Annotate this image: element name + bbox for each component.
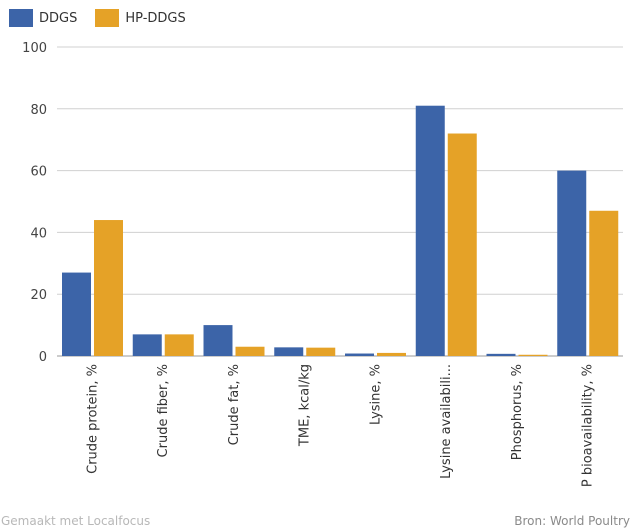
bar-hp-ddgs-3: [306, 347, 336, 356]
bar-hp-ddgs-6: [518, 354, 548, 356]
bar-ddgs-2: [203, 325, 233, 356]
bar-ddgs-5: [415, 105, 445, 357]
footer-credit[interactable]: Gemaakt met Localfocus: [1, 514, 151, 528]
x-tick-label-3: TME, kcal/kg: [298, 364, 313, 447]
x-tick-label-7: P bioavailability, %: [581, 364, 596, 487]
x-tick-label-0: Crude protein, %: [85, 364, 100, 474]
y-tick-label-60: 60: [30, 165, 47, 180]
bar-ddgs-1: [132, 334, 162, 356]
y-tick-label-100: 100: [22, 41, 47, 56]
footer-source: Bron: World Poultry: [514, 514, 630, 528]
bar-hp-ddgs-2: [235, 346, 265, 356]
legend-swatch-hp-ddgs: [95, 9, 120, 27]
y-tick-label-20: 20: [30, 288, 47, 303]
bar-hp-ddgs-4: [377, 352, 406, 356]
legend-label-ddgs: DDGS: [39, 10, 78, 26]
x-tick-label-4: Lysine, %: [368, 364, 383, 425]
bar-ddgs-7: [557, 170, 587, 356]
bar-ddgs-6: [486, 353, 516, 356]
x-tick-label-1: Crude fiber, %: [156, 364, 171, 457]
y-tick-label-80: 80: [30, 103, 47, 118]
bar-hp-ddgs-7: [589, 210, 619, 356]
x-tick-label-6: Phosphorus, %: [510, 364, 525, 460]
y-tick-label-0: 0: [39, 350, 47, 365]
legend-item-hp-ddgs[interactable]: HP-DDGS: [95, 9, 186, 27]
bar-hp-ddgs-0: [94, 220, 123, 356]
bar-ddgs-0: [62, 272, 91, 356]
legend-label-hp-ddgs: HP-DDGS: [125, 10, 186, 26]
bar-ddgs-4: [345, 353, 374, 356]
legend: DDGS HP-DDGS: [9, 9, 204, 27]
x-tick-label-5: Lysine availabili...: [439, 364, 454, 479]
y-tick-label-40: 40: [30, 226, 47, 241]
bar-hp-ddgs-1: [164, 334, 194, 356]
legend-swatch-ddgs: [9, 9, 33, 27]
legend-item-ddgs[interactable]: DDGS: [9, 9, 77, 27]
bar-ddgs-3: [274, 347, 304, 356]
x-tick-label-2: Crude fat, %: [227, 364, 242, 445]
bar-hp-ddgs-5: [447, 133, 477, 356]
